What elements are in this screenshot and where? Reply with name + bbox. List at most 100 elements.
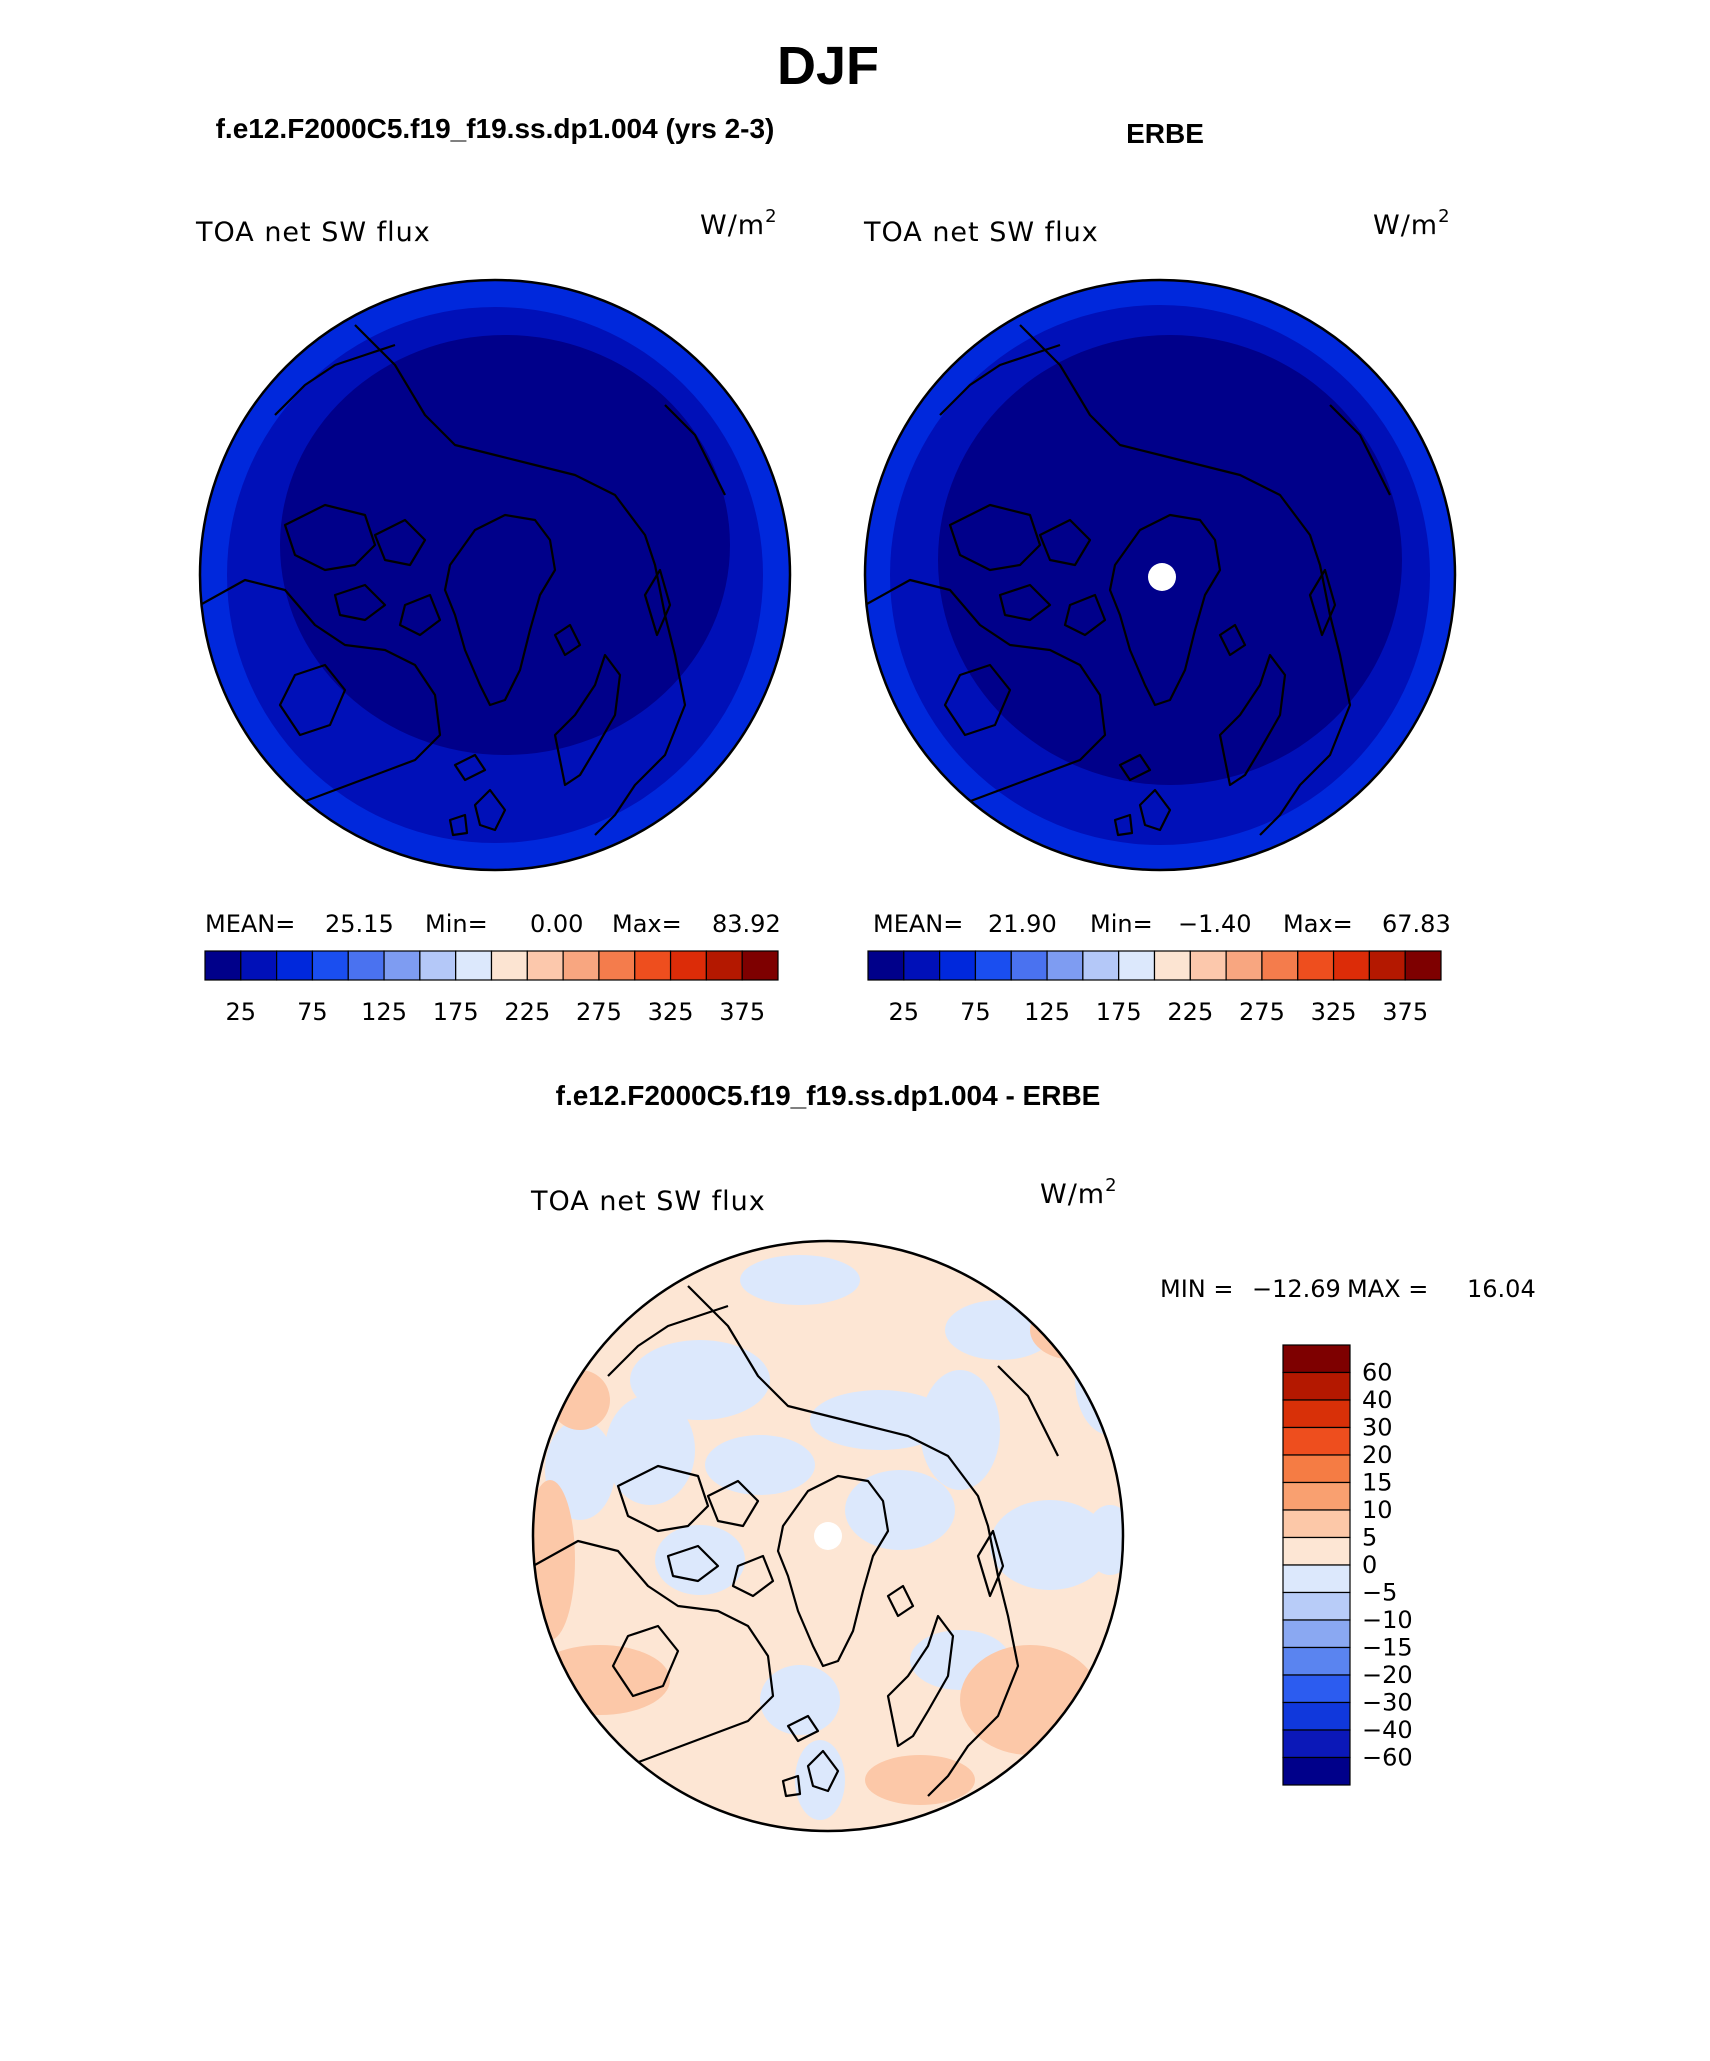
model-colorbar-swatch: [347, 950, 385, 981]
diff-colorbar-tick-label: 60: [1362, 1359, 1393, 1387]
model-colorbar-swatch: [204, 950, 242, 981]
diff-units-label: W/m2: [1040, 1175, 1118, 1210]
obs-colorbar-swatch: [1368, 950, 1406, 981]
diff-map-boundary: [531, 1239, 1125, 1833]
diff-max-value: 16.04: [1467, 1275, 1536, 1303]
obs-colorbar-swatch: [1261, 950, 1299, 981]
obs-colorbar-swatch: [903, 950, 941, 981]
obs-colorbar-tick-label: 225: [1167, 998, 1213, 1026]
diff-colorbar-tick-label: 15: [1362, 1469, 1393, 1497]
diff-colorbar-tick-label: 20: [1362, 1441, 1393, 1469]
obs-colorbar-swatch: [939, 950, 977, 981]
model-colorbar-swatch: [669, 950, 707, 981]
diff-max-label: MAX =: [1347, 1275, 1428, 1303]
model-panel: f.e12.F2000C5.f19_f19.ss.dp1.004 (yrs 2-…: [195, 113, 792, 1026]
obs-band-inner: [938, 335, 1402, 785]
obs-mean-value: 21.90: [988, 910, 1057, 938]
model-min-label: Min=: [425, 910, 488, 938]
model-colorbar-swatch: [634, 950, 672, 981]
diff-panel: f.e12.F2000C5.f19_f19.ss.dp1.004 - ERBE …: [530, 1080, 1536, 1833]
model-colorbar-swatch: [490, 950, 528, 981]
obs-colorbar-swatch: [1153, 950, 1191, 981]
diff-colorbar-tick-label: −15: [1362, 1634, 1413, 1662]
diff-min-label: MIN =: [1160, 1275, 1233, 1303]
model-colorbar-swatch: [383, 950, 421, 981]
model-colorbar: [204, 950, 779, 981]
model-colorbar-swatch: [598, 950, 636, 981]
diff-colorbar-swatch: [1282, 1591, 1351, 1621]
model-colorbar-tick-label: 25: [226, 998, 257, 1026]
diff-colorbar: [1282, 1344, 1351, 1786]
obs-max-value: 67.83: [1382, 910, 1451, 938]
model-mean-value: 25.15: [325, 910, 394, 938]
obs-map-boundary: [863, 278, 1457, 872]
model-colorbar-swatch: [741, 950, 779, 981]
model-colorbar-tick-label: 375: [719, 998, 765, 1026]
obs-min-value: −1.40: [1178, 910, 1252, 938]
obs-colorbar-swatch: [974, 950, 1012, 981]
diff-colorbar-swatch: [1282, 1701, 1351, 1731]
season-title: DJF: [777, 36, 879, 96]
diff-panel-title: f.e12.F2000C5.f19_f19.ss.dp1.004 - ERBE: [556, 1080, 1101, 1111]
obs-colorbar-swatch: [1046, 950, 1084, 981]
model-colorbar-ticks: 25 75 125 175 225 275 325 375: [226, 998, 766, 1026]
diff-colorbar-swatch: [1282, 1619, 1351, 1649]
model-colorbar-swatch: [311, 950, 349, 981]
obs-colorbar-swatch: [1082, 950, 1120, 981]
diff-colorbar-swatch: [1282, 1371, 1351, 1401]
diff-colorbar-tick-label: −40: [1362, 1716, 1413, 1744]
diff-colorbar-swatch: [1282, 1756, 1351, 1786]
obs-colorbar-tick-label: 175: [1096, 998, 1142, 1026]
model-min-value: 0.00: [530, 910, 583, 938]
obs-colorbar-swatch: [1118, 950, 1156, 981]
obs-colorbar-tick-label: 125: [1024, 998, 1070, 1026]
model-colorbar-swatch: [276, 950, 314, 981]
obs-colorbar-swatch: [1225, 950, 1263, 981]
diff-min-value: −12.69: [1252, 1275, 1341, 1303]
model-colorbar-tick-label: 125: [361, 998, 407, 1026]
diff-colorbar-swatch: [1282, 1729, 1351, 1759]
diff-colorbar-swatch: [1282, 1426, 1351, 1456]
diff-colorbar-swatch: [1282, 1674, 1351, 1704]
obs-min-label: Min=: [1090, 910, 1153, 938]
obs-colorbar-swatch: [1332, 950, 1370, 981]
model-colorbar-swatch: [240, 950, 278, 981]
model-colorbar-swatch: [562, 950, 600, 981]
diff-field-label: TOA net SW flux: [530, 1186, 766, 1217]
model-panel-title: f.e12.F2000C5.f19_f19.ss.dp1.004 (yrs 2-…: [216, 113, 775, 144]
obs-colorbar-ticks: 25 75 125 175 225 275 325 375: [889, 998, 1429, 1026]
diff-colorbar-tick-label: 5: [1362, 1524, 1377, 1552]
obs-panel-title: ERBE: [1126, 118, 1204, 149]
obs-missing-pole: [1148, 563, 1176, 591]
obs-field-label: TOA net SW flux: [863, 217, 1099, 248]
obs-colorbar-swatch: [1189, 950, 1227, 981]
diff-colorbar-tick-label: 10: [1362, 1496, 1393, 1524]
model-colorbar-swatch: [455, 950, 493, 981]
diff-colorbar-swatch: [1282, 1564, 1351, 1594]
diff-colorbar-tick-label: −60: [1362, 1744, 1413, 1772]
model-stats: MEAN= 25.15 Min= 0.00 Max= 83.92: [205, 910, 781, 938]
obs-colorbar-tick-label: 325: [1311, 998, 1357, 1026]
obs-colorbar-swatch: [867, 950, 905, 981]
model-colorbar-tick-label: 225: [504, 998, 550, 1026]
diff-colorbar-tick-label: −20: [1362, 1661, 1413, 1689]
obs-max-label: Max=: [1283, 910, 1353, 938]
model-map-boundary: [198, 278, 792, 872]
diff-colorbar-tick-label: −10: [1362, 1606, 1413, 1634]
diff-colorbar-tick-label: 0: [1362, 1551, 1377, 1579]
model-colorbar-tick-label: 75: [297, 998, 328, 1026]
model-field-label: TOA net SW flux: [195, 217, 431, 248]
obs-colorbar-swatch: [1297, 950, 1335, 981]
diff-colorbar-swatch: [1282, 1454, 1351, 1484]
diff-colorbar-swatch: [1282, 1399, 1351, 1429]
diff-colorbar-tick-label: 40: [1362, 1386, 1393, 1414]
obs-colorbar-tick-label: 25: [889, 998, 920, 1026]
model-max-value: 83.92: [712, 910, 781, 938]
model-colorbar-swatch: [419, 950, 457, 981]
diff-colorbar-swatch: [1282, 1344, 1351, 1374]
obs-stats: MEAN= 21.90 Min= −1.40 Max= 67.83: [873, 910, 1451, 938]
diff-colorbar-tick-label: −5: [1362, 1579, 1397, 1607]
obs-colorbar: [867, 950, 1442, 981]
